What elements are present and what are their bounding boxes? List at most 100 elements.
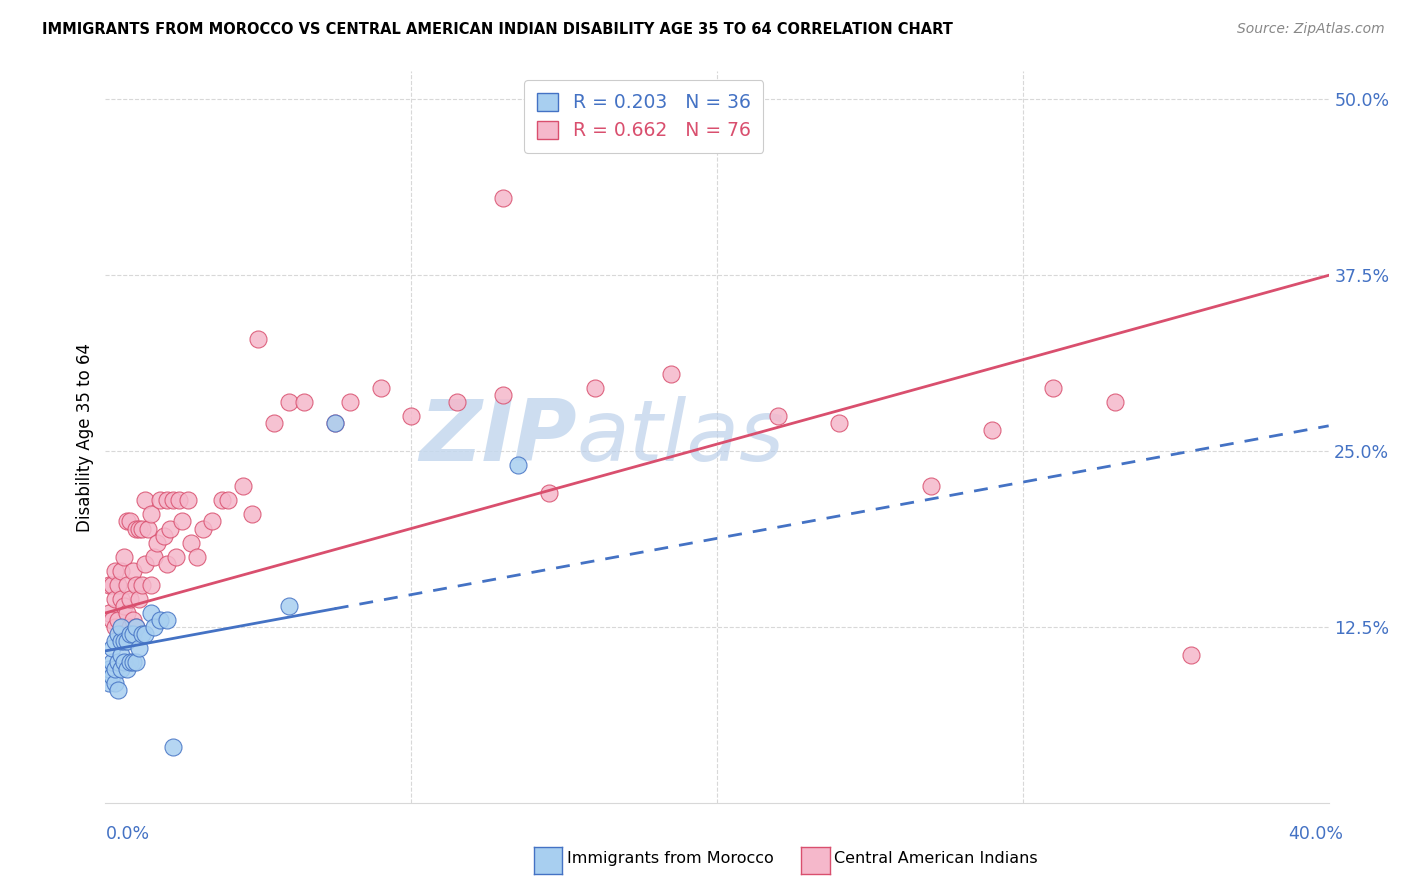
Point — [107, 613, 129, 627]
Point — [193, 521, 215, 535]
Point — [134, 627, 156, 641]
Point — [112, 599, 135, 613]
Point — [828, 416, 851, 430]
Text: ZIP: ZIP — [419, 395, 576, 479]
Point — [492, 191, 515, 205]
Point — [131, 521, 153, 535]
Point — [125, 655, 148, 669]
Point — [104, 620, 127, 634]
Legend: R = 0.203   N = 36, R = 0.662   N = 76: R = 0.203 N = 36, R = 0.662 N = 76 — [524, 80, 763, 153]
Point — [920, 479, 942, 493]
Point — [125, 578, 148, 592]
Point — [201, 515, 224, 529]
Point — [118, 627, 141, 641]
Point — [125, 521, 148, 535]
Point — [115, 634, 138, 648]
Text: Central American Indians: Central American Indians — [834, 851, 1038, 865]
Point — [125, 620, 148, 634]
Point — [583, 381, 606, 395]
Text: Immigrants from Morocco: Immigrants from Morocco — [567, 851, 773, 865]
Point — [122, 655, 145, 669]
Point — [186, 549, 208, 564]
Point — [104, 634, 127, 648]
Point — [143, 549, 166, 564]
Point — [125, 620, 148, 634]
Point — [122, 627, 145, 641]
Point — [149, 493, 172, 508]
Point — [100, 655, 122, 669]
Point — [100, 641, 122, 656]
Point — [401, 409, 423, 423]
Point — [149, 613, 172, 627]
Point — [177, 493, 200, 508]
Point — [122, 564, 145, 578]
Point — [110, 648, 132, 662]
Text: 0.0%: 0.0% — [105, 825, 149, 843]
Point — [278, 395, 301, 409]
Point — [115, 662, 138, 676]
Point — [141, 508, 163, 522]
Point — [110, 627, 132, 641]
Point — [100, 578, 122, 592]
Point — [128, 521, 150, 535]
Point — [143, 620, 166, 634]
Point — [155, 493, 177, 508]
Text: IMMIGRANTS FROM MOROCCO VS CENTRAL AMERICAN INDIAN DISABILITY AGE 35 TO 64 CORRE: IMMIGRANTS FROM MOROCCO VS CENTRAL AMERI… — [42, 22, 953, 37]
Point — [104, 676, 127, 690]
Point — [240, 508, 263, 522]
Point — [146, 535, 169, 549]
Point — [107, 683, 129, 698]
Point — [110, 662, 132, 676]
Point — [155, 613, 177, 627]
Point — [180, 535, 202, 549]
Point — [104, 591, 127, 606]
Point — [112, 655, 135, 669]
Point — [122, 613, 145, 627]
Point — [118, 620, 141, 634]
Point — [100, 613, 122, 627]
Point — [104, 662, 127, 676]
Point — [768, 409, 790, 423]
Point — [97, 578, 120, 592]
Point — [112, 549, 135, 564]
Point — [1180, 648, 1202, 662]
Y-axis label: Disability Age 35 to 64: Disability Age 35 to 64 — [76, 343, 94, 532]
Point — [162, 493, 184, 508]
Point — [292, 395, 315, 409]
Point — [110, 634, 132, 648]
Point — [370, 381, 392, 395]
Point — [217, 493, 239, 508]
Point — [508, 458, 530, 473]
Text: Source: ZipAtlas.com: Source: ZipAtlas.com — [1237, 22, 1385, 37]
Point — [128, 641, 150, 656]
Point — [128, 591, 150, 606]
Point — [141, 606, 163, 620]
Point — [211, 493, 233, 508]
Point — [97, 662, 120, 676]
Point — [141, 578, 163, 592]
Point — [167, 493, 190, 508]
Point — [339, 395, 361, 409]
Point — [162, 739, 184, 754]
Point — [159, 521, 181, 535]
Point — [1104, 395, 1126, 409]
Point — [165, 549, 187, 564]
Point — [107, 627, 129, 641]
Point — [107, 655, 129, 669]
Point — [104, 564, 127, 578]
Point — [170, 515, 193, 529]
Point — [100, 669, 122, 683]
Point — [134, 557, 156, 571]
Point — [118, 515, 141, 529]
Point — [115, 606, 138, 620]
Point — [155, 557, 177, 571]
Point — [97, 676, 120, 690]
Point — [981, 423, 1004, 437]
Point — [152, 528, 174, 542]
Point — [1042, 381, 1064, 395]
Point — [107, 578, 129, 592]
Point — [118, 655, 141, 669]
Text: 40.0%: 40.0% — [1288, 825, 1343, 843]
Point — [136, 521, 159, 535]
Point — [110, 620, 132, 634]
